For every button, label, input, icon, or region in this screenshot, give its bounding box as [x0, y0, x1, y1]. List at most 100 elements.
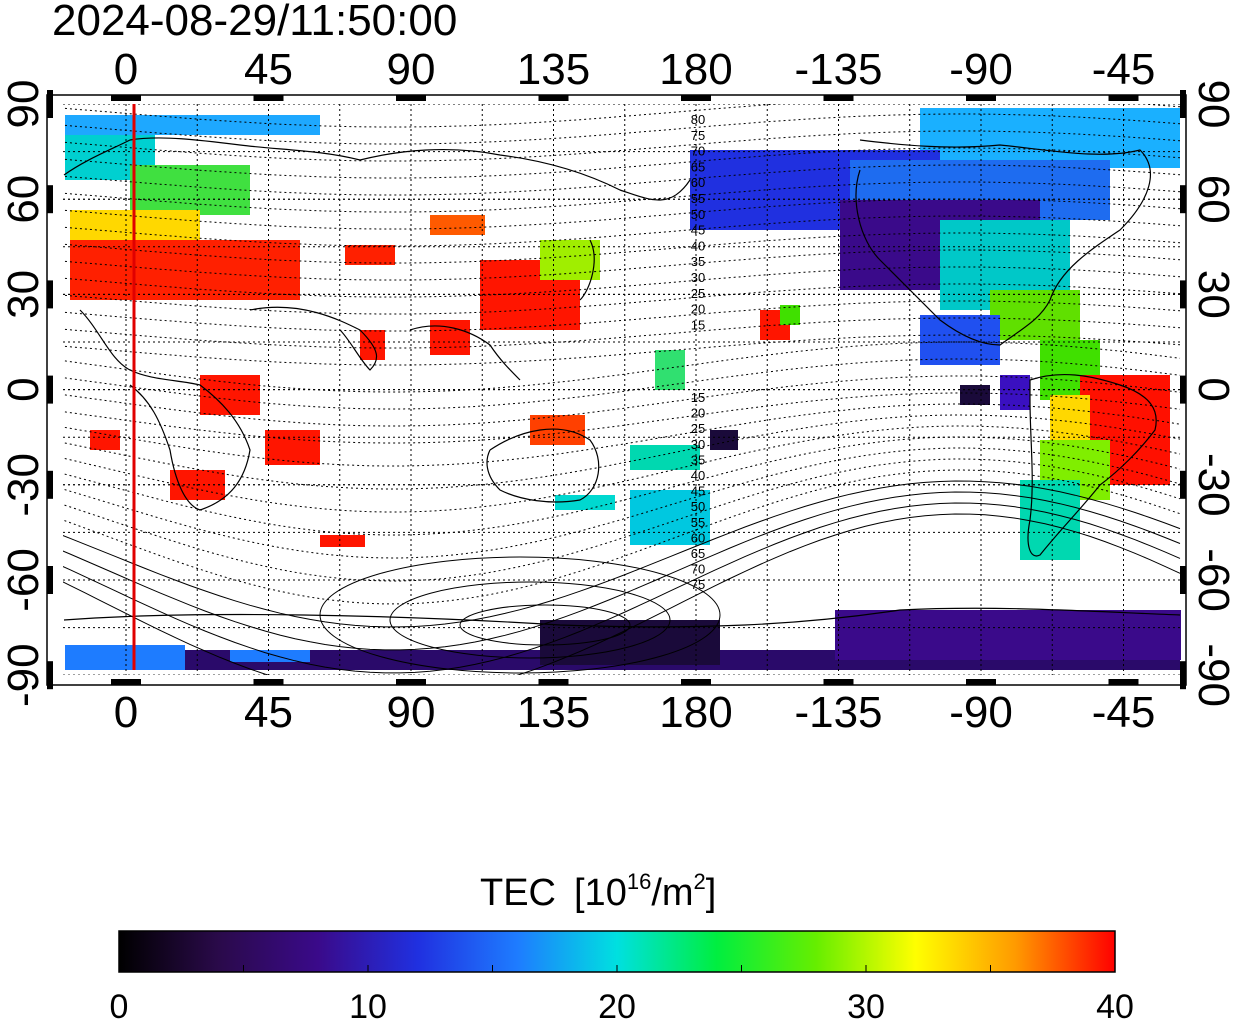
frame-tick-top [538, 95, 569, 101]
frame-tick-bottom [681, 679, 711, 685]
colorbar-tick-label: 20 [598, 988, 636, 1021]
coastline-africa [79, 309, 251, 511]
contour-labels: 8075706560555045403530252015152025303540… [691, 112, 705, 592]
colorbar-tick-label: 0 [110, 988, 129, 1021]
tec-patch-central-pacific [655, 350, 685, 390]
coastline-japan [579, 239, 595, 301]
frame-tick-bottom [111, 679, 141, 685]
contour-label-north: 45 [691, 223, 705, 238]
tec-patch-central-asia [345, 245, 395, 265]
frame-tick-bottom [538, 679, 569, 685]
top-axis-label: 180 [659, 45, 732, 94]
top-axis-label: -90 [949, 45, 1013, 94]
frame-tick-left [47, 185, 53, 214]
frame-tick-top [111, 95, 141, 101]
right-axis-label: 30 [1189, 270, 1235, 319]
top-axis-label: -45 [1092, 45, 1156, 94]
tec-patch-europe [70, 240, 300, 300]
contour-label-south: 50 [691, 499, 705, 514]
tec-patch-antarctic-atlantic [65, 645, 185, 670]
coastline-south-america [1027, 373, 1157, 557]
contour-loop-middle [389, 581, 671, 659]
frame-tick-left [47, 470, 53, 499]
contour-label-north: 25 [691, 286, 705, 301]
coastline-australia [486, 428, 600, 503]
tec-patch-arctic-canada [920, 108, 1180, 168]
frame-tick-bottom [396, 679, 426, 685]
frame-tick-right [1180, 280, 1186, 309]
contour-label-north: 70 [691, 144, 705, 159]
tec-patch-south-australia [555, 495, 615, 510]
contour-label-north: 20 [691, 302, 705, 317]
graticule [63, 104, 1181, 675]
coastline-arabia [249, 306, 378, 371]
left-axis-labels: 90 60 30 0 -30 -60 -90 [0, 80, 48, 707]
contour-line [63, 480, 1181, 628]
contour-label-south: 25 [691, 421, 705, 436]
colorbar-ramp [118, 930, 1116, 973]
frame-tick-left [47, 375, 53, 404]
left-axis-label: 30 [0, 270, 48, 319]
bottom-axis-label: 135 [517, 688, 590, 737]
frame-ticks [47, 90, 1186, 690]
contour-label-north: 50 [691, 207, 705, 222]
left-axis-label: 60 [0, 175, 48, 224]
contour-label-south: 55 [691, 515, 705, 530]
contour-label-south: 70 [691, 562, 705, 577]
tec-patch-hawaii-2 [780, 305, 800, 325]
colorbar-tick-label: 40 [1096, 988, 1134, 1021]
tec-patch-gulf [990, 290, 1080, 340]
left-axis-label: -90 [0, 643, 48, 707]
tec-patch-scandinavia [130, 165, 250, 215]
contour-label-north: 80 [691, 112, 705, 127]
contour-loop-inner [459, 604, 631, 646]
top-axis-labels: 0 45 90 135 180 -135 -90 -45 [114, 45, 1156, 94]
contour-label-south: 60 [691, 530, 705, 545]
right-axis-label: -60 [1189, 548, 1235, 612]
contour-line [63, 469, 1181, 605]
contour-line [63, 513, 1181, 675]
tec-patch-se-asia [430, 320, 470, 355]
frame-tick-top [966, 95, 996, 101]
contour-line [63, 447, 1181, 559]
contour-line [63, 502, 1181, 674]
frame-tick-top [253, 95, 284, 101]
tec-patch-mexico [920, 315, 1000, 365]
coastlines [63, 137, 1181, 628]
right-axis-label: -30 [1189, 453, 1235, 517]
tec-patch-siberia [430, 215, 485, 235]
contour-label-south: 45 [691, 484, 705, 499]
contour-line [63, 458, 1181, 582]
tec-patch-new-zealand [630, 490, 710, 545]
left-axis-label: 0 [0, 377, 48, 401]
coastline-antarctica [63, 607, 1181, 628]
bottom-axis-label: -135 [794, 688, 882, 737]
colorbar-ticks: 0 10 20 30 40 [110, 965, 1134, 1021]
left-axis-label: -60 [0, 548, 48, 612]
frame-tick-right [1180, 661, 1186, 690]
frame-tick-bottom [253, 679, 284, 685]
magnetic-latitude-contours [63, 104, 1181, 675]
frame-tick-bottom [966, 679, 996, 685]
left-axis-label: 90 [0, 80, 48, 129]
frame-tick-right [1180, 470, 1186, 499]
left-axis-label: -30 [0, 453, 48, 517]
contour-label-south: 35 [691, 452, 705, 467]
coastline-north-america [855, 139, 1151, 346]
contour-line [63, 491, 1181, 651]
tec-patch-west-africa [200, 375, 260, 415]
contour-label-south: 75 [691, 577, 705, 592]
frame-tick-left [47, 280, 53, 309]
frame-tick-top [681, 95, 711, 101]
right-axis-labels: 90 60 30 0 -30 -60 -90 [1189, 80, 1235, 707]
top-axis-label: 90 [387, 45, 436, 94]
contour-label-south: 15 [691, 390, 705, 405]
contour-line [63, 358, 1181, 410]
bottom-axis-label: -45 [1092, 688, 1156, 737]
tec-patch-andes [1000, 375, 1030, 410]
frame-tick-top [1108, 95, 1139, 101]
tec-patch-tasman [630, 445, 700, 470]
tec-patch-atlantic-south [90, 430, 120, 450]
contour-label-north: 35 [691, 254, 705, 269]
